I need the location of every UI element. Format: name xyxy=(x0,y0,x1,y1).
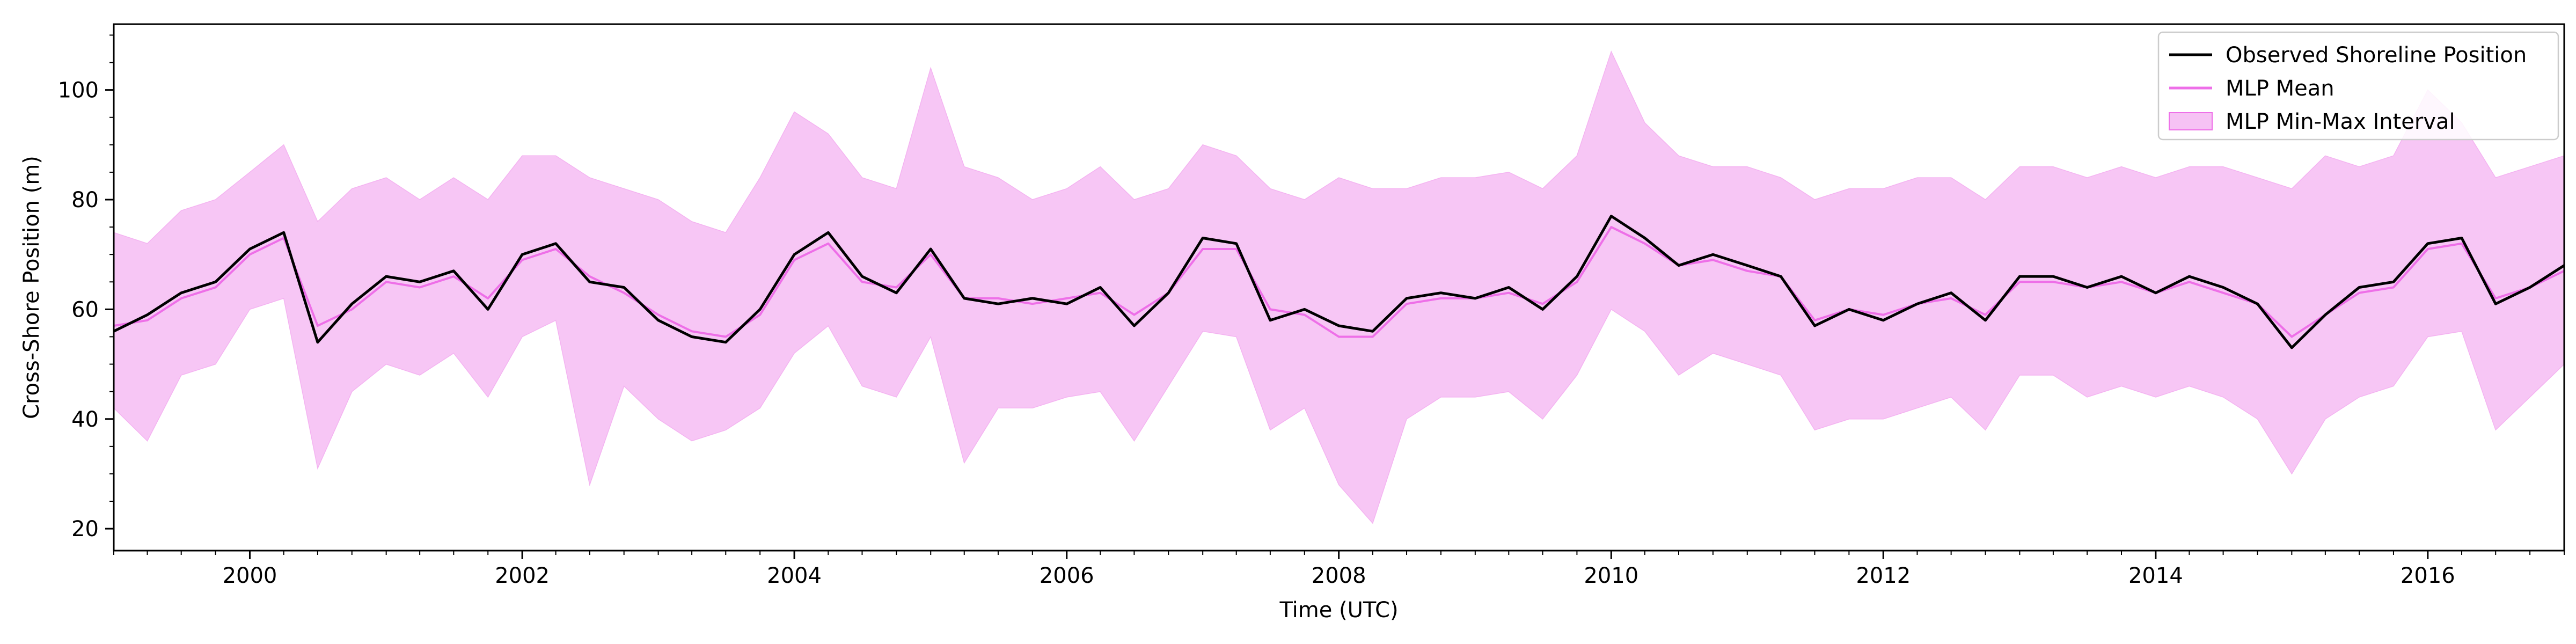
legend-label-mlp-mean: MLP Mean xyxy=(2226,76,2334,101)
x-tick-label-2008: 2008 xyxy=(1312,564,1366,588)
plot-area xyxy=(114,50,2564,524)
legend-label-mlp-interval: MLP Min-Max Interval xyxy=(2226,109,2455,134)
legend-label-observed: Observed Shoreline Position xyxy=(2226,43,2527,68)
x-tick-label-2016: 2016 xyxy=(2401,564,2455,588)
x-axis: 2000 2002 2004 2006 2008 2010 2012 2014 2016 xyxy=(113,551,2565,588)
legend: Observed Shoreline Position MLP Mean MLP… xyxy=(2157,31,2559,141)
y-tick-label-20: 20 xyxy=(71,517,99,541)
x-tick-label-2004: 2004 xyxy=(767,564,822,588)
x-tick-label-2014: 2014 xyxy=(2128,564,2183,588)
x-tick-label-2002: 2002 xyxy=(495,564,550,588)
legend-box xyxy=(2157,31,2559,141)
x-tick-label-2012: 2012 xyxy=(1856,564,1911,588)
x-axis-label: Time (UTC) xyxy=(1279,598,1398,623)
y-tick-label-40: 40 xyxy=(71,407,99,432)
series-mlp-min-max-interval xyxy=(114,50,2564,524)
legend-swatch-mlp-interval xyxy=(2169,112,2213,130)
y-axis: 20 40 60 80 100 xyxy=(58,34,114,541)
x-tick-label-2010: 2010 xyxy=(1584,564,1638,588)
x-tick-label-2006: 2006 xyxy=(1040,564,1094,588)
y-axis-label: Cross-Shore Position (m) xyxy=(19,156,44,419)
x-tick-label-2000: 2000 xyxy=(223,564,277,588)
y-tick-label-80: 80 xyxy=(71,188,99,213)
y-tick-label-60: 60 xyxy=(71,297,99,322)
band-layer xyxy=(114,50,2564,524)
series-observed-shoreline-position xyxy=(114,215,2564,349)
y-tick-label-100: 100 xyxy=(58,78,99,103)
line-layer xyxy=(114,215,2564,349)
